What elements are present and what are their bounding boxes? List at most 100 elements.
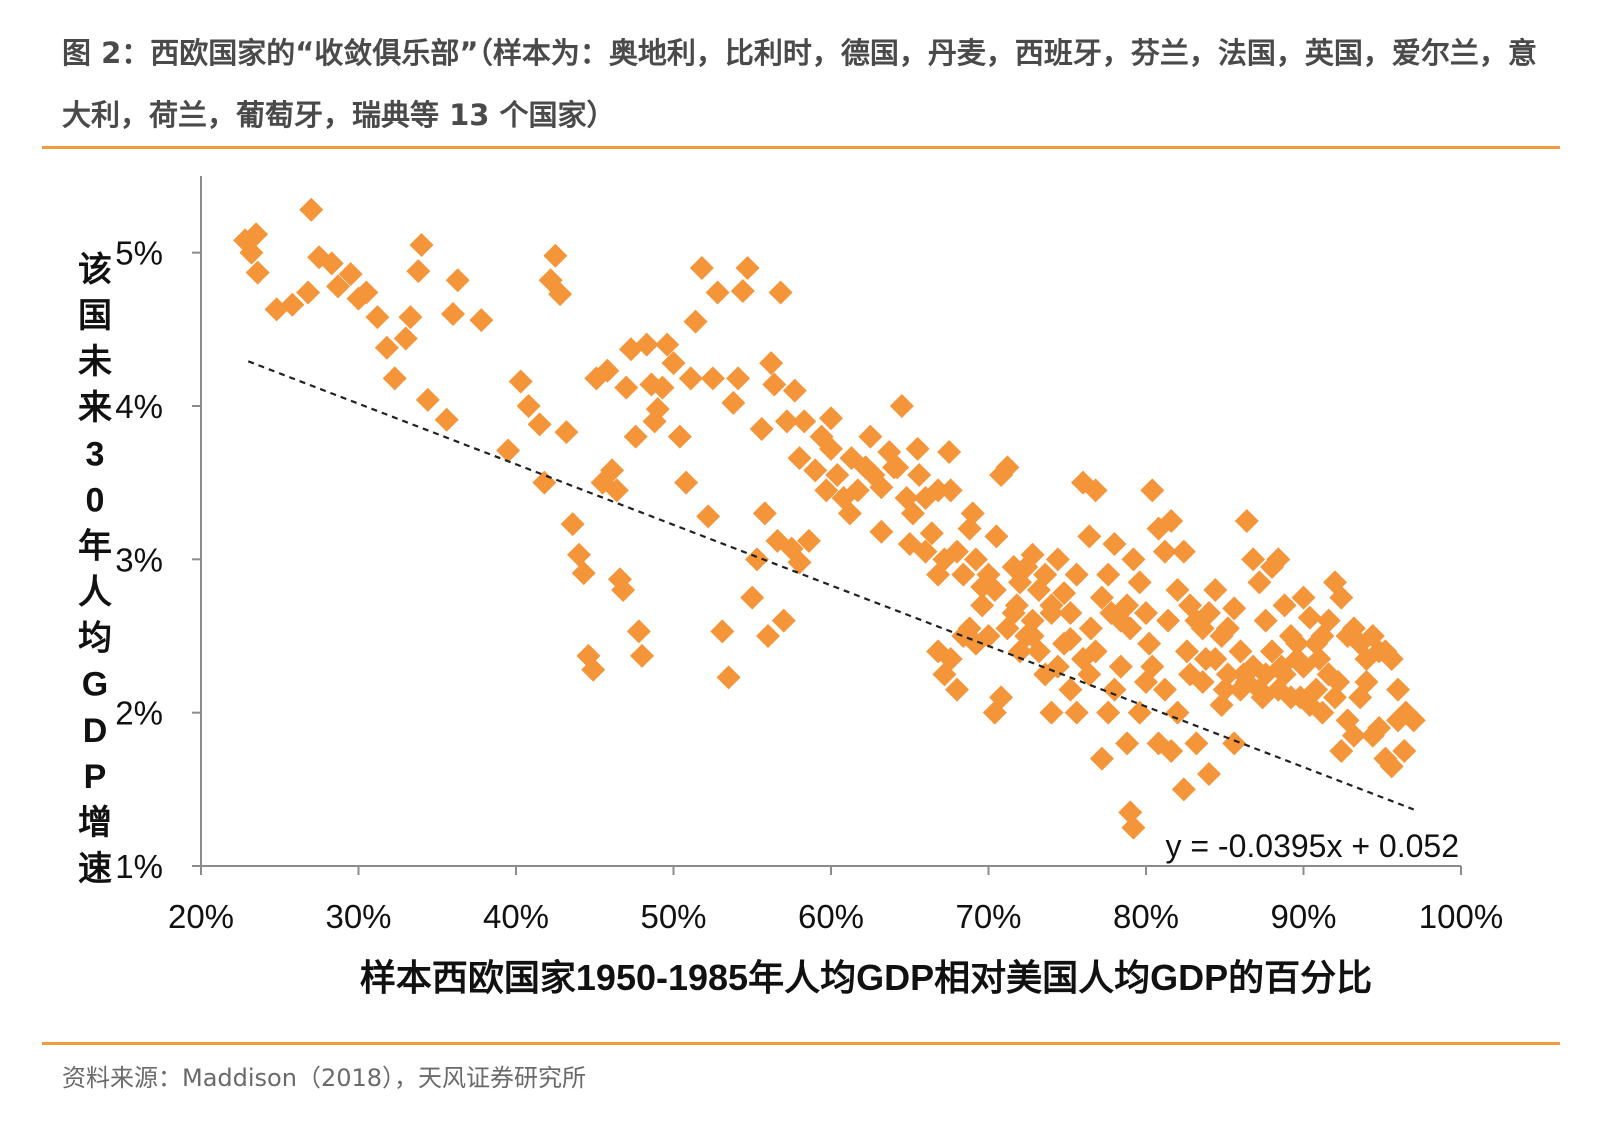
data-point: [1058, 677, 1083, 702]
data-point: [674, 470, 699, 495]
data-point: [1193, 647, 1218, 671]
axes-layer: [192, 176, 1462, 875]
data-point: [406, 259, 431, 284]
data-point: [1159, 509, 1184, 533]
data-point: [963, 547, 988, 572]
data-point: [1020, 608, 1045, 633]
data-point: [1197, 601, 1221, 625]
x-tick-label: 80%: [1113, 898, 1179, 935]
data-point: [710, 619, 735, 644]
data-point: [907, 463, 932, 487]
data-point: [1250, 685, 1275, 710]
data-point: [1326, 670, 1351, 694]
data-point: [678, 366, 703, 391]
data-point: [792, 409, 817, 434]
x-tick-label: 40%: [483, 898, 549, 935]
data-point: [705, 280, 730, 305]
data-point: [976, 624, 1001, 648]
data-point: [1329, 739, 1354, 763]
data-point: [1096, 562, 1121, 587]
data-point: [984, 524, 1009, 549]
data-point: [1241, 547, 1266, 572]
data-point: [623, 424, 648, 449]
data-point: [1083, 639, 1108, 664]
data-point: [858, 424, 883, 449]
data-point: [1089, 746, 1114, 771]
data-point: [926, 562, 951, 587]
data-point: [496, 438, 521, 463]
data-point: [689, 256, 714, 280]
data-point: [683, 309, 708, 334]
x-axis-title: 样本西欧国家1950-1985年人均GDP相对美国人均GDP的百分比: [360, 957, 1372, 998]
data-point: [1020, 542, 1045, 567]
data-point: [630, 643, 654, 668]
data-point: [1386, 677, 1410, 702]
data-point: [1260, 639, 1284, 664]
data-point: [244, 222, 269, 247]
y-axis-title: 该国未来 3 0 年人均 G D P 增速: [78, 251, 112, 888]
top-divider: [42, 146, 1560, 149]
data-point: [869, 519, 894, 544]
data-point: [338, 262, 363, 287]
data-point: [1222, 731, 1247, 756]
data-point: [1102, 532, 1127, 556]
data-point: [1137, 631, 1162, 656]
data-point: [905, 436, 930, 461]
data-point: [374, 335, 399, 360]
data-point: [1052, 581, 1077, 606]
data-point: [1288, 685, 1313, 710]
data-point: [995, 455, 1020, 480]
data-point: [1089, 585, 1114, 610]
data-point: [989, 685, 1014, 710]
data-point: [1171, 777, 1196, 802]
data-point: [434, 407, 459, 432]
data-point: [655, 332, 680, 357]
data-point: [752, 501, 777, 526]
bottom-divider: [42, 1042, 1560, 1045]
data-point: [445, 268, 470, 293]
data-point: [1156, 608, 1181, 633]
data-point: [819, 436, 843, 461]
x-tick-label: 60%: [798, 898, 864, 935]
data-point: [740, 585, 765, 610]
data-point: [1121, 815, 1146, 840]
data-point: [721, 390, 746, 415]
data-point: [1115, 731, 1140, 756]
data-point: [700, 366, 725, 391]
data-point: [532, 470, 557, 495]
data-point: [1099, 601, 1124, 625]
data-point: [1291, 585, 1316, 610]
data-point: [600, 458, 625, 483]
data-point: [326, 274, 351, 299]
data-point: [803, 458, 828, 483]
data-point: [1045, 547, 1070, 572]
data-point: [957, 516, 982, 541]
data-point: [595, 358, 620, 383]
data-point: [945, 677, 969, 702]
data-point: [650, 375, 675, 400]
data-point: [1004, 593, 1029, 618]
data-point: [469, 308, 494, 333]
data-point: [819, 406, 843, 431]
scatter-chart: 20% 30% 40% 50% 60% 70% 80% 90% 100% 1% 2% 3% 4% 5% y …: [78, 176, 1503, 998]
trendline-equation: y = -0.0395x + 0.052: [1165, 828, 1459, 864]
y-tick-label: 3%: [115, 541, 163, 578]
data-point: [814, 478, 839, 503]
data-point: [774, 409, 799, 434]
data-point: [611, 578, 636, 602]
data-point: [1058, 601, 1083, 625]
data-point: [1020, 624, 1045, 648]
x-tick-label: 30%: [325, 898, 391, 935]
data-point: [919, 521, 944, 546]
data-point: [508, 369, 533, 394]
y-tick-label: 5%: [115, 235, 163, 272]
data-point: [1045, 654, 1070, 679]
data-point: [845, 478, 870, 503]
data-point: [667, 424, 692, 449]
data-point: [1190, 670, 1215, 694]
data-point: [1228, 639, 1253, 664]
data-point: [716, 665, 741, 690]
data-point: [1253, 608, 1278, 633]
data-point: [1386, 708, 1410, 733]
data-point: [1215, 662, 1240, 687]
